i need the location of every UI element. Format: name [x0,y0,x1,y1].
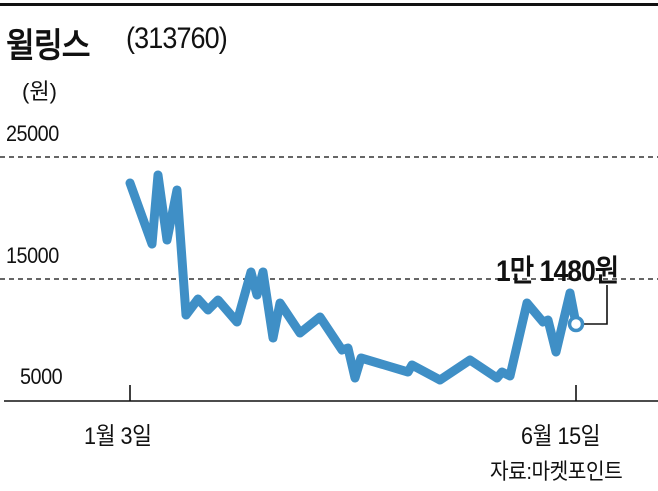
source-note: 자료:마켓포인트 [490,459,623,484]
x-tick-label-start: 1월 3일 [84,423,152,450]
chart-title: 윌링스 [6,27,90,65]
y-axis-unit: (원) [22,79,57,104]
y-tick-15000: 15000 [6,243,59,268]
y-tick-25000: 25000 [6,121,59,146]
top-rule [0,3,658,6]
last-value-label: 1만 1480원 [496,255,619,288]
callout-leader [583,285,608,325]
last-point-marker [567,315,585,333]
y-tick-5000: 5000 [20,364,63,389]
x-tick-label-end: 6월 15일 [521,423,601,450]
stock-code: (313760) [126,22,228,55]
price-line [125,170,581,385]
